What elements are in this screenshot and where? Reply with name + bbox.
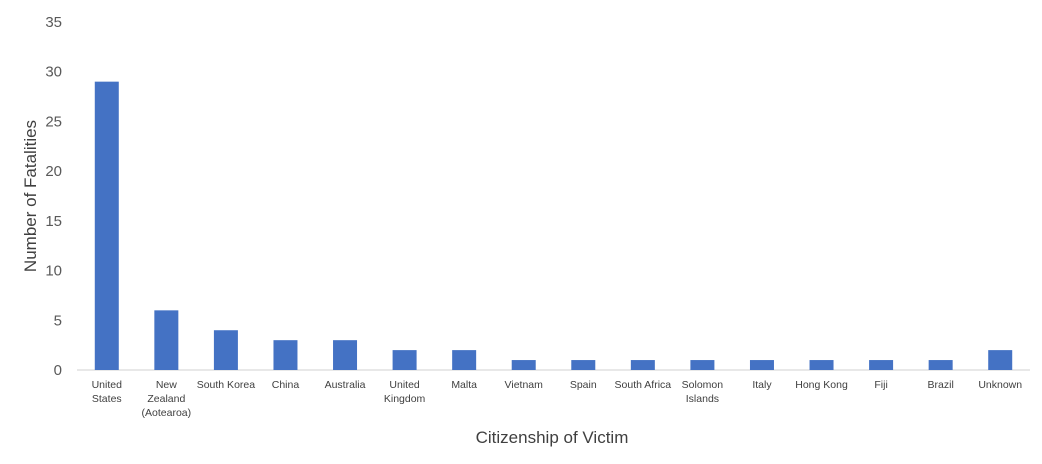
bar [630, 360, 655, 370]
bar [333, 340, 358, 370]
y-axis-ticks: 0 5 10 15 20 25 30 35 [45, 14, 62, 379]
y-tick-label: 5 [54, 312, 62, 329]
y-tick-label: 30 [45, 64, 62, 81]
x-tick-label: Hong Kong [795, 379, 848, 391]
y-tick-label: 25 [45, 113, 62, 130]
x-tick-label: Unknown [978, 379, 1022, 391]
x-axis-title: Citizenship of Victim [476, 428, 629, 447]
y-axis-title: Number of Fatalities [21, 120, 40, 272]
x-tick-label: China [272, 379, 300, 391]
bar [511, 360, 536, 370]
bar [988, 350, 1013, 370]
bar [928, 360, 953, 370]
x-tick-label: Spain [570, 379, 597, 391]
x-tick-label: Vietnam [505, 379, 544, 391]
y-tick-label: 10 [45, 263, 62, 280]
x-tick-label: New Zealand (Aotearoa) [142, 379, 192, 419]
bar [94, 81, 119, 371]
x-tick-label: South Africa [615, 379, 672, 391]
bar [749, 360, 774, 370]
x-tick-label: United Kingdom [384, 379, 426, 405]
bars [94, 81, 1013, 371]
x-axis-labels: United States New Zealand (Aotearoa) South Ko… [92, 379, 1023, 419]
bar [869, 360, 894, 370]
y-tick-label: 35 [45, 14, 62, 31]
x-tick-label: United States [92, 379, 123, 405]
bar [571, 360, 596, 370]
bar [213, 330, 238, 370]
x-tick-label: Solomon Islands [682, 379, 724, 405]
bar [273, 340, 298, 370]
x-tick-label: Australia [325, 379, 366, 391]
y-tick-label: 20 [45, 163, 62, 180]
bar [392, 350, 417, 370]
x-tick-label: Fiji [874, 379, 887, 391]
bar [154, 310, 179, 370]
x-tick-label: Brazil [928, 379, 954, 391]
x-tick-label: Italy [752, 379, 772, 391]
bar [809, 360, 834, 370]
x-tick-label: South Korea [197, 379, 256, 391]
bar [452, 350, 477, 370]
y-tick-label: 0 [54, 362, 62, 379]
x-tick-label: Malta [451, 379, 477, 391]
bar [690, 360, 715, 370]
y-tick-label: 15 [45, 213, 62, 230]
